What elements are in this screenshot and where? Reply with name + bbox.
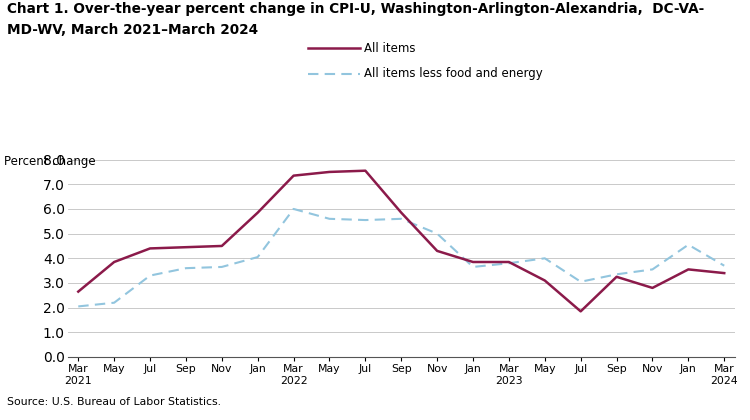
Text: All items: All items <box>364 42 416 55</box>
Text: Source: U.S. Bureau of Labor Statistics.: Source: U.S. Bureau of Labor Statistics. <box>7 397 220 407</box>
Text: MD-WV, March 2021–March 2024: MD-WV, March 2021–March 2024 <box>7 23 258 37</box>
Text: Percent change: Percent change <box>4 155 95 168</box>
Text: All items less food and energy: All items less food and energy <box>364 67 542 80</box>
Text: Chart 1. Over-the-year percent change in CPI-U, Washington-Arlington-Alexandria,: Chart 1. Over-the-year percent change in… <box>7 2 704 16</box>
